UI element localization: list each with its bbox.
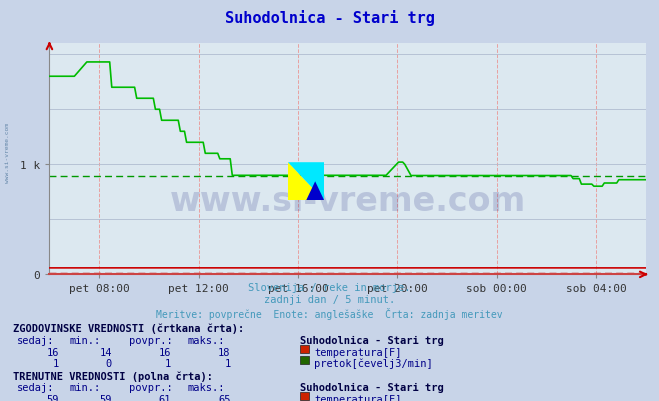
Text: povpr.:: povpr.: <box>129 382 172 392</box>
Text: Slovenija / reke in morje.: Slovenija / reke in morje. <box>248 283 411 293</box>
Text: min.:: min.: <box>69 335 100 345</box>
Text: Suhodolnica - Stari trg: Suhodolnica - Stari trg <box>225 10 434 26</box>
Text: 61: 61 <box>159 394 171 401</box>
Text: TRENUTNE VREDNOSTI (polna črta):: TRENUTNE VREDNOSTI (polna črta): <box>13 370 213 381</box>
Text: temperatura[F]: temperatura[F] <box>314 347 402 357</box>
Text: sedaj:: sedaj: <box>16 335 54 345</box>
Text: maks.:: maks.: <box>188 335 225 345</box>
Text: 14: 14 <box>100 347 112 357</box>
Text: Suhodolnica - Stari trg: Suhodolnica - Stari trg <box>300 335 444 345</box>
Text: maks.:: maks.: <box>188 382 225 392</box>
Text: 16: 16 <box>47 347 59 357</box>
Text: 1: 1 <box>225 358 231 368</box>
Text: povpr.:: povpr.: <box>129 335 172 345</box>
Text: 1: 1 <box>53 358 59 368</box>
Text: 65: 65 <box>218 394 231 401</box>
Text: min.:: min.: <box>69 382 100 392</box>
Text: sedaj:: sedaj: <box>16 382 54 392</box>
Text: 1: 1 <box>165 358 171 368</box>
Text: zadnji dan / 5 minut.: zadnji dan / 5 minut. <box>264 295 395 305</box>
Text: ZGODOVINSKE VREDNOSTI (črtkana črta):: ZGODOVINSKE VREDNOSTI (črtkana črta): <box>13 323 244 333</box>
Text: 18: 18 <box>218 347 231 357</box>
Text: 59: 59 <box>100 394 112 401</box>
Text: temperatura[F]: temperatura[F] <box>314 394 402 401</box>
Polygon shape <box>306 182 324 201</box>
Text: 59: 59 <box>47 394 59 401</box>
Text: www.si-vreme.com: www.si-vreme.com <box>5 122 11 182</box>
Text: Meritve: povprečne  Enote: anglešaške  Črta: zadnja meritev: Meritve: povprečne Enote: anglešaške Črt… <box>156 307 503 319</box>
Text: www.si-vreme.com: www.si-vreme.com <box>169 184 526 217</box>
Text: 0: 0 <box>106 358 112 368</box>
Text: 16: 16 <box>159 347 171 357</box>
Text: Suhodolnica - Stari trg: Suhodolnica - Stari trg <box>300 382 444 392</box>
Polygon shape <box>288 163 324 201</box>
Text: pretok[čevelj3/min]: pretok[čevelj3/min] <box>314 358 433 369</box>
Polygon shape <box>288 163 324 201</box>
